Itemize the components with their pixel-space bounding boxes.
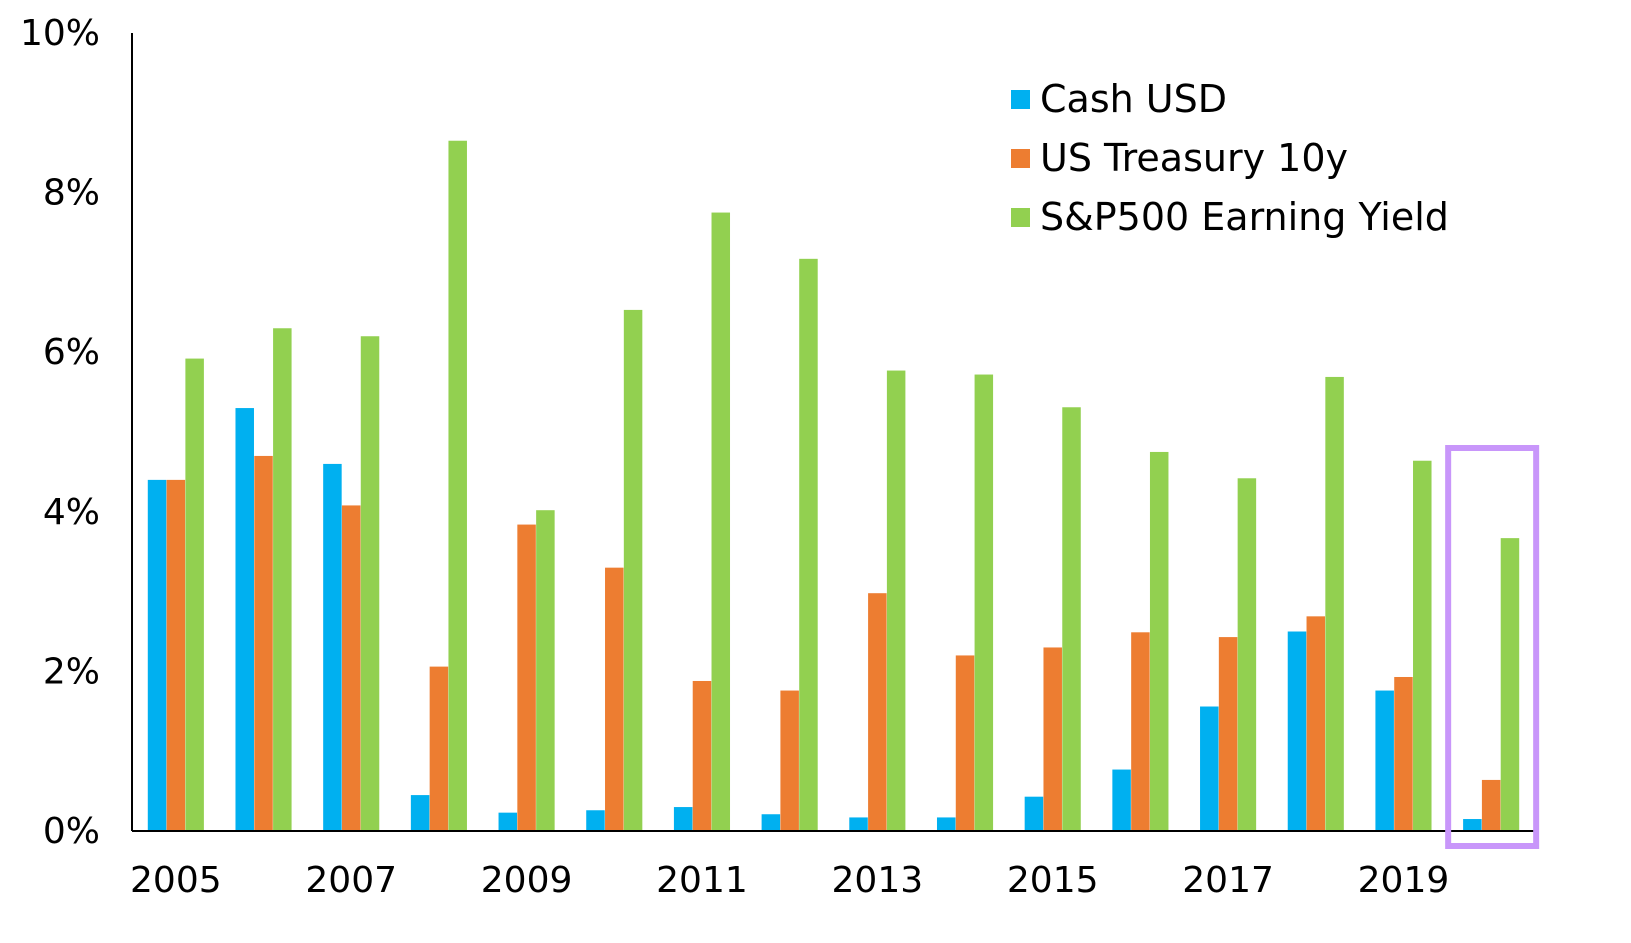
y-tick-label: 10% — [20, 13, 100, 54]
bar-s-p500-earning-yield — [273, 328, 292, 831]
legend-swatch — [1011, 208, 1030, 227]
series-s-p500-earning-yield — [185, 140, 1520, 832]
bar-us-treasury-10y — [692, 680, 712, 831]
bar-s-p500-earning-yield — [360, 336, 380, 831]
bar-us-treasury-10y — [1131, 632, 1150, 831]
bar-us-treasury-10y — [1394, 676, 1413, 831]
bar-us-treasury-10y — [254, 455, 273, 831]
bar-us-treasury-10y — [955, 655, 975, 831]
series-cash-usd — [147, 408, 1482, 831]
bar-s-p500-earning-yield — [799, 258, 818, 832]
bar-s-p500-earning-yield — [1500, 538, 1520, 831]
bar-s-p500-earning-yield — [185, 358, 204, 831]
highlight-box — [1445, 445, 1540, 849]
y-tick-label: 4% — [43, 492, 100, 533]
bar-s-p500-earning-yield — [536, 510, 555, 831]
bar-s-p500-earning-yield — [448, 140, 467, 832]
bar-s-p500-earning-yield — [711, 212, 731, 832]
bar-s-p500-earning-yield — [1413, 460, 1432, 831]
x-tick-label: 2015 — [1007, 860, 1099, 901]
bar-us-treasury-10y — [166, 479, 186, 831]
bar-us-treasury-10y — [429, 666, 449, 831]
bar-us-treasury-10y — [605, 567, 624, 831]
bar-s-p500-earning-yield — [1062, 407, 1081, 831]
x-tick-label: 2005 — [130, 860, 222, 901]
bar-cash-usd — [410, 795, 430, 831]
bar-cash-usd — [936, 817, 956, 831]
bar-us-treasury-10y — [868, 593, 887, 831]
y-axis-ticks: 0% 2% 4% 6% 8% 10% — [20, 13, 100, 852]
legend-label: US Treasury 10y — [1040, 136, 1348, 180]
y-tick-label: 6% — [43, 332, 100, 373]
bar-s-p500-earning-yield — [886, 370, 906, 831]
legend-label: S&P500 Earning Yield — [1040, 195, 1449, 239]
legend-item-cash-usd: Cash USD — [1011, 77, 1227, 121]
bar-cash-usd — [235, 408, 254, 831]
bar-cash-usd — [849, 817, 868, 831]
bar-cash-usd — [1287, 631, 1307, 831]
x-tick-label: 2017 — [1182, 860, 1274, 901]
bar-s-p500-earning-yield — [1149, 451, 1169, 831]
legend: Cash USD US Treasury 10y S&P500 Earning Yi… — [1011, 77, 1449, 239]
bar-cash-usd — [147, 479, 167, 831]
bar-cash-usd — [1112, 769, 1131, 831]
y-tick-label: 0% — [43, 811, 100, 852]
bar-us-treasury-10y — [1306, 616, 1326, 831]
legend-label: Cash USD — [1040, 77, 1227, 121]
legend-swatch — [1011, 90, 1030, 109]
bar-cash-usd — [1375, 690, 1394, 831]
x-tick-label: 2013 — [832, 860, 924, 901]
legend-item-us-treasury-10y: US Treasury 10y — [1011, 136, 1348, 180]
bars — [147, 140, 1520, 832]
bar-cash-usd — [498, 812, 518, 831]
legend-item-s-p500-earning-yield: S&P500 Earning Yield — [1011, 195, 1449, 239]
y-tick-label: 2% — [43, 651, 100, 692]
bar-s-p500-earning-yield — [1325, 376, 1344, 831]
bar-us-treasury-10y — [1043, 647, 1062, 831]
bar-cash-usd — [673, 807, 693, 831]
legend-swatch — [1011, 149, 1030, 168]
series-us-treasury-10y — [166, 455, 1501, 831]
bar-s-p500-earning-yield — [1237, 478, 1257, 831]
bar-cash-usd — [1024, 796, 1044, 831]
x-tick-label: 2007 — [305, 860, 397, 901]
x-tick-label: 2009 — [481, 860, 573, 901]
bar-us-treasury-10y — [1218, 637, 1238, 831]
bar-us-treasury-10y — [1481, 779, 1501, 831]
x-tick-label: 2019 — [1358, 860, 1450, 901]
x-tick-label: 2011 — [656, 860, 748, 901]
bar-cash-usd — [761, 814, 781, 831]
bar-s-p500-earning-yield — [623, 309, 643, 831]
bar-cash-usd — [1200, 706, 1219, 831]
bar-cash-usd — [1463, 819, 1482, 831]
bar-us-treasury-10y — [517, 524, 536, 831]
bar-us-treasury-10y — [780, 690, 799, 831]
bar-s-p500-earning-yield — [974, 374, 994, 831]
bar-us-treasury-10y — [341, 505, 361, 831]
y-tick-label: 8% — [43, 173, 100, 214]
bar-cash-usd — [323, 463, 342, 831]
x-axis-ticks: 2005 2007 2009 2011 2013 2015 2017 2019 — [130, 860, 1449, 901]
bar-cash-usd — [586, 810, 605, 831]
